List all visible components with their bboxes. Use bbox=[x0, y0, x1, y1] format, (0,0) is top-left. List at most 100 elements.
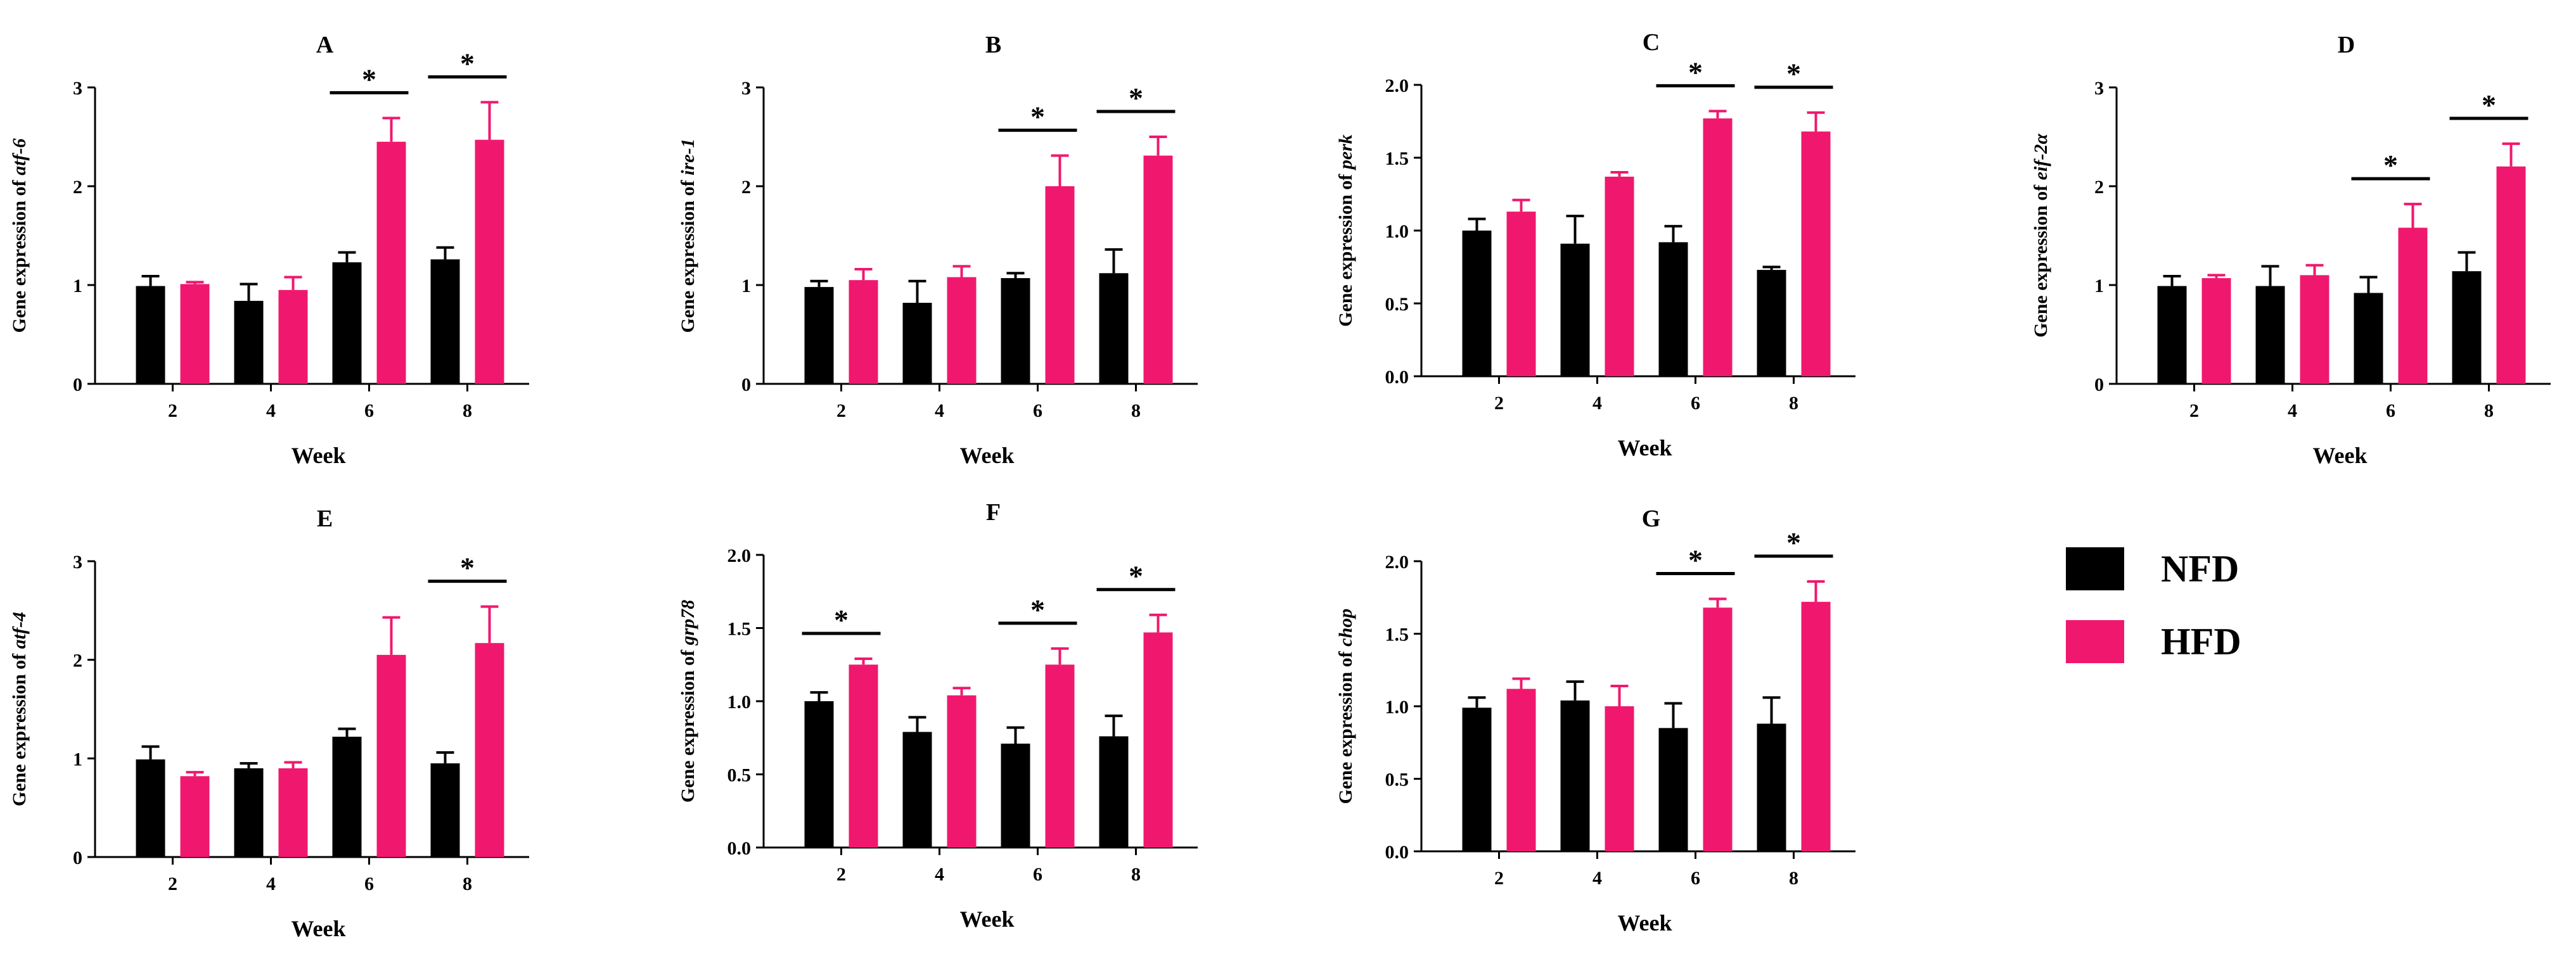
x-tick-label-a: 4 bbox=[266, 400, 276, 421]
significance-mark-b: * bbox=[1129, 82, 1143, 114]
y-tick-label-g: 1.5 bbox=[1385, 625, 1409, 645]
bar-g-nfd bbox=[1560, 700, 1590, 851]
y-tick-label-f: 1.5 bbox=[727, 619, 752, 640]
panel-title-c: C bbox=[1643, 29, 1660, 56]
y-tick-label-c: 2.0 bbox=[1385, 75, 1409, 96]
bar-b-hfd bbox=[849, 280, 878, 384]
significance-mark-f: * bbox=[1030, 594, 1045, 626]
bar-b-hfd bbox=[947, 277, 977, 384]
bar-d-nfd bbox=[2452, 271, 2482, 384]
x-axis-label-g: Week bbox=[1618, 910, 1672, 936]
bar-c-nfd bbox=[1658, 242, 1688, 376]
y-axis-label-gene-g: chop bbox=[1335, 609, 1356, 647]
bar-d-nfd bbox=[2255, 286, 2285, 384]
bar-f-hfd bbox=[947, 695, 977, 848]
x-tick-label-c: 2 bbox=[1494, 393, 1504, 414]
x-tick-label-d: 4 bbox=[2288, 400, 2297, 421]
x-tick-label-g: 8 bbox=[1789, 868, 1798, 889]
bar-g-hfd bbox=[1605, 706, 1634, 851]
bar-b-hfd bbox=[1045, 186, 1075, 384]
panel-b: B 0 1 2 3 Gene expression of ire-1 2 4 6 * 8 * Week bbox=[677, 32, 1198, 468]
y-axis-label-gene-c: perk bbox=[1335, 134, 1356, 171]
bar-e-hfd bbox=[475, 643, 504, 857]
panel-e: E 0 1 2 3 Gene expression of atf-4 2 4 6 8 * Week bbox=[9, 505, 529, 941]
y-tick-label-f: 0.5 bbox=[727, 765, 752, 786]
bar-c-hfd bbox=[1605, 176, 1634, 376]
y-axis-label-d: Gene expression of eif-2α bbox=[2030, 134, 2051, 338]
y-axis-label-prefix-a: Gene expression of bbox=[9, 175, 30, 333]
y-tick-label-c: 1.0 bbox=[1385, 221, 1409, 242]
bar-g-nfd bbox=[1658, 728, 1688, 851]
y-tick-label-e: 1 bbox=[73, 749, 82, 770]
bar-a-nfd bbox=[332, 262, 362, 384]
y-axis-label-gene-b: ire-1 bbox=[677, 139, 698, 175]
x-tick-label-f: 4 bbox=[935, 864, 944, 885]
panel-title-d: D bbox=[2338, 32, 2355, 58]
y-tick-label-b: 3 bbox=[741, 78, 751, 99]
y-tick-label-d: 1 bbox=[2094, 276, 2104, 296]
bar-f-nfd bbox=[902, 732, 932, 848]
bar-e-nfd bbox=[332, 737, 362, 857]
bar-c-hfd bbox=[1703, 118, 1733, 376]
bar-c-nfd bbox=[1560, 243, 1590, 376]
bar-d-hfd bbox=[2496, 166, 2526, 384]
legend-label-hfd: HFD bbox=[2161, 621, 2241, 663]
y-tick-label-f: 2.0 bbox=[727, 545, 752, 566]
x-tick-label-b: 6 bbox=[1033, 400, 1042, 421]
significance-mark-d: * bbox=[2383, 149, 2398, 181]
bar-c-nfd bbox=[1462, 231, 1492, 376]
bar-f-hfd bbox=[1045, 664, 1075, 848]
x-tick-label-a: 2 bbox=[168, 400, 177, 421]
y-tick-label-d: 0 bbox=[2094, 374, 2104, 395]
bar-a-hfd bbox=[376, 141, 406, 384]
y-tick-label-a: 2 bbox=[73, 177, 82, 198]
y-axis-label-a: Gene expression of atf-6 bbox=[9, 139, 30, 333]
y-tick-label-e: 3 bbox=[73, 552, 82, 573]
x-axis-label-d: Week bbox=[2313, 443, 2368, 468]
x-axis-label-b: Week bbox=[960, 443, 1015, 468]
bar-e-nfd bbox=[430, 763, 460, 857]
bar-d-nfd bbox=[2354, 293, 2383, 384]
x-axis-label-f: Week bbox=[960, 906, 1015, 932]
x-tick-label-c: 6 bbox=[1691, 393, 1700, 414]
bar-b-hfd bbox=[1143, 155, 1173, 384]
x-tick-label-f: 2 bbox=[836, 864, 846, 885]
y-axis-label-prefix-e: Gene expression of bbox=[9, 649, 30, 806]
y-axis-label-g: Gene expression of chop bbox=[1335, 609, 1356, 804]
x-tick-label-g: 6 bbox=[1691, 868, 1700, 889]
y-tick-label-b: 2 bbox=[741, 177, 751, 198]
significance-mark-g: * bbox=[1688, 544, 1703, 576]
bar-e-nfd bbox=[136, 759, 165, 857]
y-axis-label-c: Gene expression of perk bbox=[1335, 134, 1356, 327]
y-tick-label-g: 2.0 bbox=[1385, 552, 1409, 573]
legend-swatch-nfd bbox=[2066, 547, 2124, 590]
x-tick-label-e: 4 bbox=[266, 873, 276, 894]
bar-f-hfd bbox=[849, 664, 878, 848]
y-tick-label-a: 1 bbox=[73, 276, 82, 296]
significance-mark-f: * bbox=[834, 604, 849, 636]
significance-mark-e: * bbox=[460, 552, 475, 584]
x-tick-label-e: 8 bbox=[463, 873, 472, 894]
y-tick-label-e: 0 bbox=[73, 848, 82, 868]
panel-f: F 0.0 0.5 1.0 1.5 2.0 Gene expression of grp78… bbox=[677, 499, 1198, 932]
x-tick-label-b: 4 bbox=[935, 400, 944, 421]
bar-e-hfd bbox=[278, 768, 308, 857]
y-axis-label-prefix-g: Gene expression of bbox=[1335, 647, 1356, 804]
x-tick-label-c: 4 bbox=[1592, 393, 1602, 414]
y-tick-label-g: 1.0 bbox=[1385, 697, 1409, 718]
panel-title-b: B bbox=[985, 32, 1001, 58]
bar-d-hfd bbox=[2398, 227, 2428, 384]
significance-mark-g: * bbox=[1786, 526, 1801, 559]
y-axis-label-e: Gene expression of atf-4 bbox=[9, 612, 30, 806]
bar-b-nfd bbox=[804, 287, 834, 384]
x-tick-label-f: 6 bbox=[1033, 864, 1042, 885]
x-tick-label-e: 2 bbox=[168, 873, 177, 894]
bar-c-nfd bbox=[1757, 270, 1786, 376]
y-tick-label-f: 0.0 bbox=[727, 838, 752, 859]
bar-d-hfd bbox=[2300, 275, 2329, 384]
y-axis-label-f: Gene expression of grp78 bbox=[677, 600, 698, 803]
x-tick-label-d: 6 bbox=[2386, 400, 2395, 421]
y-axis-label-prefix-c: Gene expression of bbox=[1335, 169, 1356, 327]
y-tick-label-b: 0 bbox=[741, 374, 751, 395]
